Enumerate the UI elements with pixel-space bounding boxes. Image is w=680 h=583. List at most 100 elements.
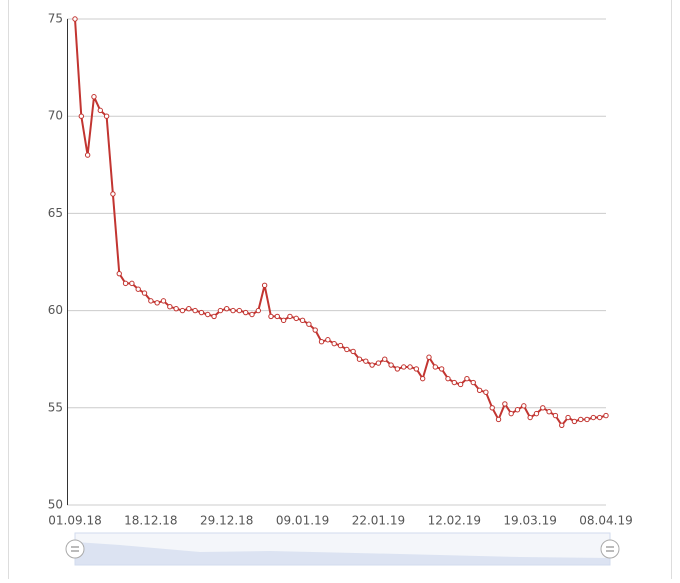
point [344,346,350,353]
point [457,381,464,388]
point [299,317,306,324]
point [559,422,565,428]
point [141,290,148,296]
zoom-handle-right[interactable] [600,539,620,559]
point [186,305,192,312]
point [173,305,179,312]
y-tick-label: 70 [48,109,63,123]
point [571,418,578,425]
point [91,94,97,100]
point [584,416,590,423]
point [445,375,451,382]
point [84,152,91,158]
point [198,309,205,316]
point [325,337,331,343]
y-tick-label: 75 [48,12,63,26]
point [236,307,243,314]
point [470,379,476,386]
point [483,389,489,395]
point [122,280,129,287]
point [205,311,211,318]
point [451,379,457,386]
point [413,366,420,372]
point [590,414,597,421]
x-tick-label: 01.09.18 [48,514,101,528]
point [540,405,546,411]
point [230,307,236,314]
point [438,366,445,372]
point [603,412,609,419]
handle-grip [71,546,79,552]
point [502,401,508,407]
point [287,313,293,320]
x-tick-label: 19.03.19 [503,514,556,528]
point [78,113,85,119]
point [129,280,135,287]
point [495,416,502,423]
point [268,313,274,320]
point [375,360,382,366]
point [407,364,413,370]
data-zoom[interactable] [65,532,620,566]
point [179,307,186,314]
point [382,356,388,362]
point [552,412,559,419]
point [369,362,375,368]
y-tick-label: 50 [48,498,63,512]
x-tick-label: 08.04.19 [579,514,632,528]
point [192,307,198,314]
point [318,339,325,345]
point [521,403,527,409]
zoom-shadow [75,542,610,565]
point [419,375,426,382]
series-line [74,18,607,427]
point [293,315,299,322]
point [148,298,154,304]
point [476,387,483,394]
point [388,362,394,368]
x-tick-label: 18.12.18 [124,514,177,528]
handle-grip [606,546,614,552]
point [103,113,110,119]
point [312,327,318,333]
point [249,311,255,318]
point [356,356,363,362]
point [527,414,533,421]
y-tick-label: 55 [48,400,63,414]
point [596,414,603,421]
point [363,358,369,364]
point [432,364,439,370]
zoom-handle-left[interactable] [65,539,85,559]
point [514,407,521,413]
point [242,309,249,316]
point [135,286,141,292]
point [565,414,571,421]
point [331,340,337,347]
point [350,348,356,355]
point [274,313,280,320]
point [167,304,173,310]
point [306,321,312,327]
y-tick-label: 60 [48,303,63,317]
point [546,408,552,415]
point [255,307,262,314]
point [116,270,122,277]
point [97,107,103,114]
y-tick-label: 65 [48,206,63,220]
point [533,410,540,417]
point [154,300,160,306]
point [464,375,470,382]
point [426,354,432,360]
point [401,364,407,370]
point [110,191,116,197]
point [72,16,78,22]
point [224,305,230,312]
point [280,317,287,324]
x-tick-label: 29.12.18 [200,514,253,528]
point [160,298,167,304]
x-tick-label: 09.01.19 [276,514,329,528]
point [508,410,514,417]
point [578,416,584,423]
x-tick-label: 12.02.19 [428,514,481,528]
